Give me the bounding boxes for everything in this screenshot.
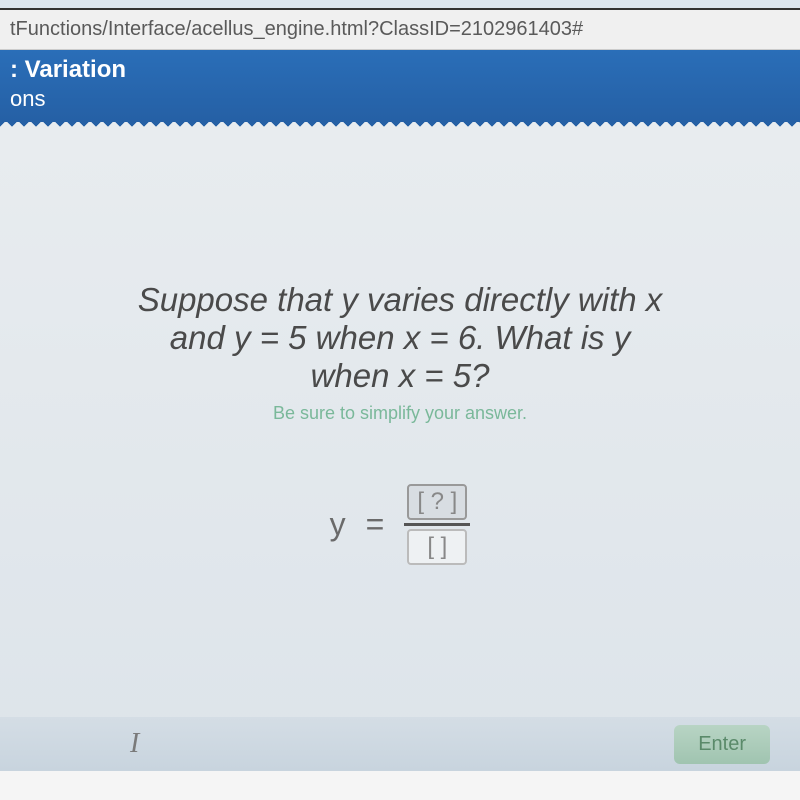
content-area: Suppose that y varies directly with x an… <box>0 131 800 771</box>
fraction-line <box>404 523 470 526</box>
equation-equals: = <box>366 506 385 543</box>
lesson-title: : Variation <box>10 56 790 84</box>
header-divider <box>0 121 800 131</box>
equation-display: y = [ ? ] [ ] <box>0 484 800 565</box>
question-line-3: when x = 5? <box>20 357 780 395</box>
fraction-container: [ ? ] [ ] <box>404 484 470 565</box>
answer-bar: I Enter <box>0 717 800 771</box>
url-bar: tFunctions/Interface/acellus_engine.html… <box>0 10 800 50</box>
lesson-subtitle: ons <box>10 86 790 112</box>
input-cursor[interactable]: I <box>130 728 139 760</box>
question-line-1: Suppose that y varies directly with x <box>20 281 780 319</box>
screen-container: tFunctions/Interface/acellus_engine.html… <box>0 8 800 800</box>
enter-button[interactable]: Enter <box>674 725 770 764</box>
question-text: Suppose that y varies directly with x an… <box>0 281 800 395</box>
hint-text: Be sure to simplify your answer. <box>0 403 800 424</box>
lesson-header: : Variation ons <box>0 50 800 122</box>
numerator-input[interactable]: [ ? ] <box>407 484 467 520</box>
question-line-2: and y = 5 when x = 6. What is y <box>20 319 780 357</box>
denominator-input[interactable]: [ ] <box>407 529 467 565</box>
equation-variable: y <box>330 506 346 543</box>
